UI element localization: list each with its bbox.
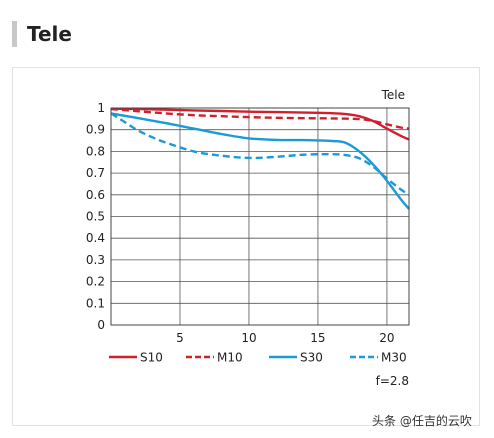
y-tick-label: 0.8 bbox=[86, 144, 105, 158]
legend-label-m10: M10 bbox=[217, 351, 243, 365]
series-line-m30 bbox=[110, 112, 410, 196]
chart-title: Tele bbox=[381, 88, 405, 102]
heading-accent-bar bbox=[12, 21, 17, 47]
y-tick-label: 0 bbox=[97, 318, 105, 332]
section-title: Tele bbox=[27, 22, 72, 46]
x-tick-label: 10 bbox=[241, 331, 256, 345]
legend-label-m30: M30 bbox=[381, 351, 407, 365]
aperture-annotation: f=2.8 bbox=[376, 374, 409, 388]
legend-label-s30: S30 bbox=[300, 351, 323, 365]
y-tick-label: 0.4 bbox=[86, 231, 105, 245]
y-tick-label: 0.6 bbox=[86, 188, 105, 202]
y-tick-label: 0.5 bbox=[86, 210, 105, 224]
y-tick-label: 0.3 bbox=[86, 253, 105, 267]
y-tick-label: 0.7 bbox=[86, 166, 105, 180]
series-line-m10 bbox=[110, 107, 410, 130]
watermark: 头条 @任吉的云吹 bbox=[372, 414, 472, 428]
chart-panel: 0 0.1 0.2 0.3 0.4 0.5 0.6 0.7 0.8 0.9 1 5 10 15 20 S10… bbox=[12, 67, 480, 426]
x-tick-label: 15 bbox=[310, 331, 325, 345]
x-tick-label: 20 bbox=[379, 331, 394, 345]
plot-frame bbox=[110, 107, 410, 326]
mtf-chart: 00.10.20.30.40.50.60.70.80.915 10 15 20 S10… bbox=[86, 88, 410, 388]
y-tick-label: 1 bbox=[97, 101, 105, 115]
y-tick-label: 0.2 bbox=[86, 275, 105, 289]
y-tick-label: 0.1 bbox=[86, 296, 105, 310]
series-line-s10 bbox=[110, 107, 410, 141]
legend-label-s10: S10 bbox=[140, 351, 163, 365]
y-tick-label: 0.9 bbox=[86, 123, 105, 137]
section-heading: Tele bbox=[12, 20, 72, 48]
x-tick-label: 5 bbox=[176, 331, 184, 345]
